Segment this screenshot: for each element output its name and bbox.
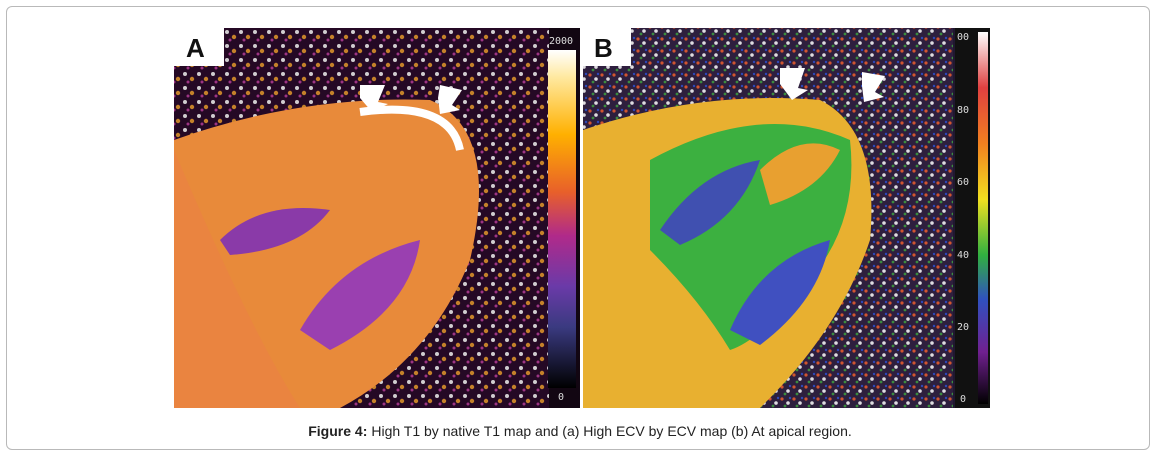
panel-label: A bbox=[186, 33, 205, 63]
caption-label: Figure 4: bbox=[308, 423, 368, 439]
colorbar-tick: 60 bbox=[957, 177, 969, 188]
colorbar-tick: 2000 bbox=[549, 36, 573, 47]
panel-a-image bbox=[174, 28, 580, 408]
figure-frame bbox=[6, 6, 1150, 450]
colorbar-tick: 0 bbox=[558, 392, 564, 403]
colorbar-tick: 0 bbox=[960, 394, 966, 405]
colorbar-tick: 20 bbox=[957, 322, 969, 333]
panel-label: B bbox=[594, 33, 613, 63]
caption: Figure 4: High T1 by native T1 map and (a… bbox=[0, 423, 1160, 439]
colorbar-tick: 80 bbox=[957, 105, 969, 116]
panel-b-image bbox=[583, 28, 990, 408]
caption-text: High T1 by native T1 map and (a) High EC… bbox=[371, 423, 852, 439]
colorbar-tick: 00 bbox=[957, 32, 969, 43]
colorbar-tick: 40 bbox=[957, 250, 969, 261]
